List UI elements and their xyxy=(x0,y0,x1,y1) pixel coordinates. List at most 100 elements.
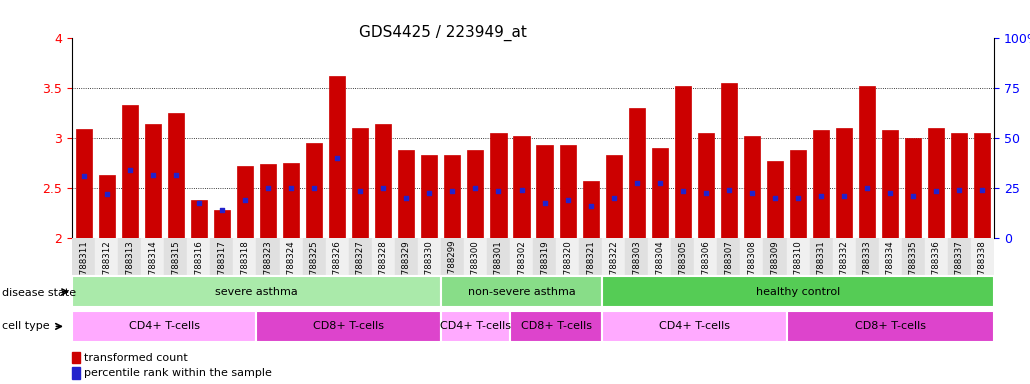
Bar xyxy=(421,155,438,238)
Text: GSM788333: GSM788333 xyxy=(863,240,871,293)
Text: GSM788301: GSM788301 xyxy=(494,240,503,293)
Point xyxy=(974,187,991,193)
Text: GSM788332: GSM788332 xyxy=(839,240,849,293)
Point xyxy=(836,193,853,199)
Bar xyxy=(418,238,441,275)
Bar xyxy=(767,161,783,238)
Bar xyxy=(399,150,414,238)
Text: GSM788304: GSM788304 xyxy=(655,240,664,293)
Text: GSM788314: GSM788314 xyxy=(148,240,158,293)
Text: GSM788325: GSM788325 xyxy=(310,240,318,293)
Bar xyxy=(75,129,92,238)
Bar xyxy=(214,210,230,238)
Text: severe asthma: severe asthma xyxy=(215,287,298,297)
Text: GSM788315: GSM788315 xyxy=(171,240,180,293)
Bar xyxy=(510,238,534,275)
Text: GSM788307: GSM788307 xyxy=(724,240,733,293)
Point xyxy=(537,200,553,206)
Text: GSM788323: GSM788323 xyxy=(264,240,273,293)
Text: GSM788338: GSM788338 xyxy=(977,240,987,293)
Bar xyxy=(763,238,787,275)
Bar xyxy=(279,238,303,275)
Point xyxy=(628,180,645,186)
Text: CD4+ T-cells: CD4+ T-cells xyxy=(129,321,200,331)
Bar xyxy=(187,238,210,275)
Text: GSM788303: GSM788303 xyxy=(632,240,642,293)
Text: CD8+ T-cells: CD8+ T-cells xyxy=(520,321,591,331)
Bar xyxy=(210,238,234,275)
Bar xyxy=(375,124,391,238)
Bar xyxy=(168,113,184,238)
Point xyxy=(882,190,898,196)
Point xyxy=(582,203,598,209)
Text: GSM788330: GSM788330 xyxy=(424,240,434,293)
Bar xyxy=(556,238,579,275)
Point xyxy=(352,188,369,194)
Text: GSM788300: GSM788300 xyxy=(471,240,480,293)
Bar xyxy=(537,145,553,238)
Point xyxy=(928,188,945,194)
Point xyxy=(790,195,806,201)
Point xyxy=(652,180,668,186)
Bar xyxy=(583,181,598,238)
Text: GSM788305: GSM788305 xyxy=(679,240,687,293)
Text: GSM788319: GSM788319 xyxy=(540,240,549,293)
Text: GSM788327: GSM788327 xyxy=(355,240,365,293)
Point xyxy=(606,195,622,201)
Text: cell type: cell type xyxy=(2,321,49,331)
Bar xyxy=(694,238,717,275)
Text: GSM788316: GSM788316 xyxy=(195,240,203,293)
Bar xyxy=(859,86,876,238)
Bar xyxy=(628,108,645,238)
Bar xyxy=(348,238,372,275)
Text: GSM788335: GSM788335 xyxy=(908,240,918,293)
Text: GDS4425 / 223949_at: GDS4425 / 223949_at xyxy=(359,25,526,41)
Point xyxy=(905,193,922,199)
Bar xyxy=(487,238,510,275)
Point xyxy=(697,190,714,196)
Text: GSM788321: GSM788321 xyxy=(586,240,595,293)
Text: CD8+ T-cells: CD8+ T-cells xyxy=(313,321,384,331)
Point xyxy=(213,207,230,213)
Bar xyxy=(902,238,925,275)
Bar xyxy=(329,76,345,238)
Text: CD8+ T-cells: CD8+ T-cells xyxy=(855,321,926,331)
Bar xyxy=(813,130,829,238)
Bar xyxy=(741,238,763,275)
Bar xyxy=(856,238,879,275)
Point xyxy=(559,197,576,203)
Point xyxy=(237,197,253,203)
Bar xyxy=(672,238,694,275)
Bar xyxy=(744,136,760,238)
Point xyxy=(951,187,967,193)
Bar xyxy=(787,238,810,275)
Point xyxy=(859,185,876,191)
Bar xyxy=(306,143,322,238)
Text: GSM788334: GSM788334 xyxy=(886,240,895,293)
Text: GSM788311: GSM788311 xyxy=(79,240,89,293)
Point xyxy=(421,190,438,196)
Bar xyxy=(464,238,487,275)
Text: percentile rank within the sample: percentile rank within the sample xyxy=(83,368,272,378)
Bar xyxy=(72,276,441,307)
Bar xyxy=(394,238,418,275)
Bar xyxy=(513,136,529,238)
Text: GSM788331: GSM788331 xyxy=(817,240,826,293)
Bar xyxy=(95,238,118,275)
Bar xyxy=(325,238,348,275)
Bar xyxy=(925,238,948,275)
Text: GSM788302: GSM788302 xyxy=(517,240,526,293)
Bar xyxy=(372,238,394,275)
Text: CD4+ T-cells: CD4+ T-cells xyxy=(440,321,511,331)
Text: transformed count: transformed count xyxy=(83,353,187,363)
Bar xyxy=(234,238,256,275)
Bar xyxy=(260,164,276,238)
Text: healthy control: healthy control xyxy=(756,287,840,297)
Point xyxy=(398,195,414,201)
Point xyxy=(306,185,322,191)
Text: GSM788322: GSM788322 xyxy=(609,240,618,293)
Bar xyxy=(787,311,994,342)
Bar xyxy=(191,200,207,238)
Bar xyxy=(579,238,603,275)
Bar xyxy=(974,133,991,238)
